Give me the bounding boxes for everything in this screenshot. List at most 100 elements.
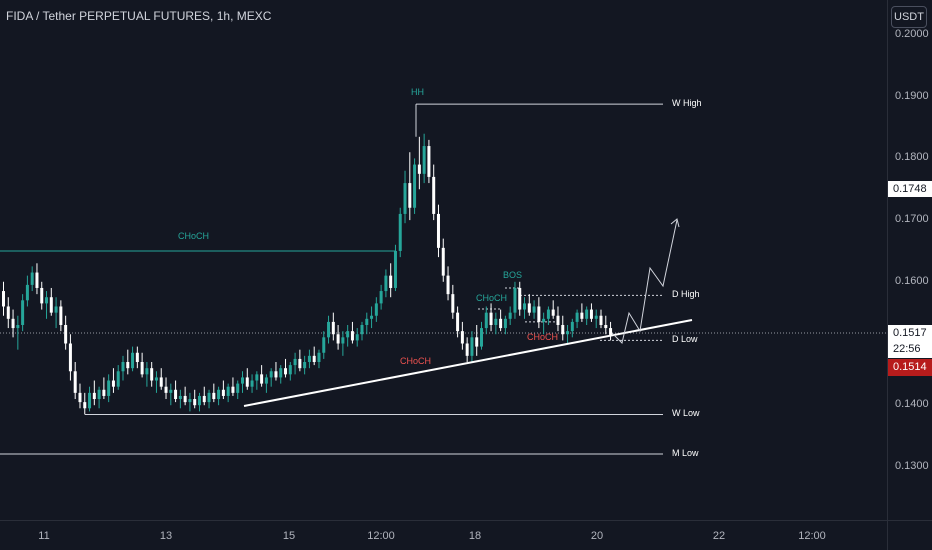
candle-body	[207, 392, 211, 403]
candle-body	[346, 331, 350, 338]
candle-body	[2, 291, 5, 307]
candle-body	[441, 247, 445, 276]
currency-button[interactable]: USDT	[891, 6, 927, 28]
candle-body	[580, 312, 584, 319]
candle-body	[78, 392, 82, 403]
candle-body	[260, 374, 264, 384]
candle-body	[432, 176, 436, 214]
candle-body	[202, 395, 206, 403]
candle-body	[193, 399, 197, 406]
hover-price-label: 0.1748	[888, 181, 932, 197]
candle-body	[107, 380, 111, 396]
candle-body	[360, 324, 364, 335]
x-tick-label: 22	[712, 530, 726, 542]
candle-body	[341, 337, 345, 344]
candle-body	[97, 389, 101, 400]
candle-body	[518, 287, 522, 310]
candle-body	[197, 395, 201, 406]
candle-body	[73, 371, 77, 393]
candle-body	[269, 371, 273, 378]
candle-body	[408, 183, 412, 208]
candle-body	[217, 389, 221, 400]
projection-path[interactable]	[611, 219, 678, 344]
candle-body	[537, 306, 541, 322]
candle-body	[221, 389, 225, 396]
candle-body	[255, 374, 259, 381]
x-tick-label: 18	[468, 530, 482, 542]
candle-body	[102, 389, 106, 396]
y-tick-label: 0.1600	[895, 274, 929, 287]
candle-body	[307, 355, 311, 363]
candle-body	[413, 164, 417, 208]
candle-body	[508, 312, 512, 319]
candle-body	[264, 377, 268, 384]
candle-body	[379, 291, 383, 304]
candle-body	[92, 392, 96, 400]
candle-body	[403, 183, 407, 214]
candle-body	[513, 287, 517, 313]
candle-body	[570, 321, 574, 332]
y-tick-label: 0.1900	[895, 89, 929, 102]
candle-body	[178, 395, 182, 400]
x-tick-label: 12:00	[798, 530, 826, 542]
candle-body	[212, 392, 216, 400]
y-tick-label: 0.1400	[895, 398, 929, 411]
candle-body	[532, 306, 536, 313]
candle-body	[494, 318, 498, 325]
candle-body	[231, 386, 235, 393]
candle-body	[54, 306, 58, 313]
candle-body	[188, 399, 192, 403]
candle-body	[609, 328, 613, 335]
candle-body	[49, 297, 53, 313]
candle-body	[150, 368, 154, 381]
candle-body	[589, 309, 593, 319]
candle-body	[436, 213, 440, 248]
candle-body	[11, 318, 15, 329]
candle-body	[317, 352, 321, 363]
candle-body	[561, 324, 565, 335]
x-tick-label: 13	[159, 530, 173, 542]
candle-body	[245, 377, 249, 387]
ascending-trendline[interactable]	[243, 319, 693, 407]
structure-label-choch: CHoCH	[527, 332, 559, 342]
candle-body	[312, 355, 316, 363]
candle-body	[365, 318, 369, 325]
x-tick-label: 11	[38, 530, 50, 542]
candle-body	[30, 272, 34, 285]
candle-body	[154, 377, 158, 381]
candle-body	[169, 389, 173, 393]
level-label: W High	[672, 98, 702, 109]
candle-body	[484, 312, 488, 329]
candle-body	[327, 321, 331, 338]
candle-body	[126, 362, 130, 369]
candle-body	[370, 315, 374, 319]
candle-body	[546, 309, 550, 319]
candle-body	[398, 213, 402, 251]
chart-title: FIDA / Tether PERPETUAL FUTURES, 1h, MEX…	[6, 9, 272, 23]
candle-body	[45, 297, 49, 304]
candle-body	[470, 337, 474, 356]
candle-body	[274, 371, 278, 378]
candle-body	[250, 380, 254, 387]
candle-body	[604, 324, 608, 329]
x-tick-label: 20	[590, 530, 604, 542]
candle-body	[566, 331, 570, 335]
candle-body	[460, 331, 464, 344]
candle-body	[350, 331, 354, 341]
candle-body	[594, 315, 598, 319]
candle-body	[183, 395, 187, 403]
candle-body	[575, 312, 579, 322]
candle-body	[159, 377, 163, 387]
candle-body	[140, 362, 144, 375]
candle-body	[480, 328, 483, 347]
candle-body	[6, 306, 10, 319]
candle-body	[83, 402, 87, 409]
candle-body	[35, 272, 39, 288]
candle-body	[389, 275, 393, 288]
candle-body	[121, 362, 125, 372]
candle-body	[446, 275, 450, 295]
candle-body	[475, 337, 479, 347]
level-label: D Low	[672, 334, 698, 345]
